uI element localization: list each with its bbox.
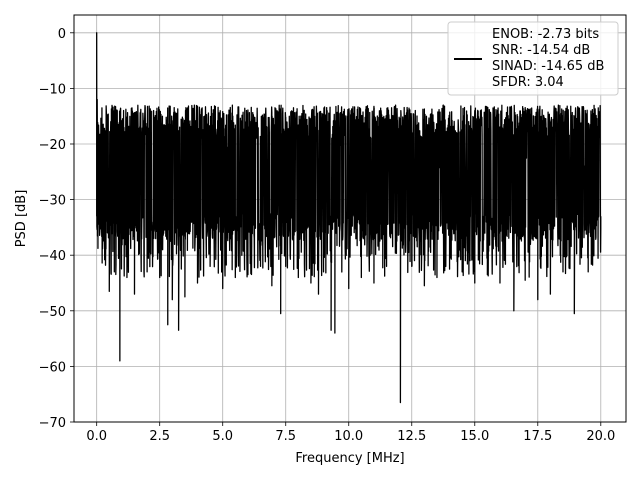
x-tick-label: 0.0 xyxy=(86,429,107,444)
legend-sfdr: SFDR: 3.04 xyxy=(492,75,564,90)
x-tick-label: 2.5 xyxy=(149,429,170,444)
y-tick-label: −40 xyxy=(39,249,66,264)
y-tick-label: −20 xyxy=(39,138,66,153)
legend: ENOB: -2.73 bits SNR: -14.54 dB SINAD: -… xyxy=(447,21,619,96)
plot-lines xyxy=(96,32,602,404)
x-tick-label: 10.0 xyxy=(334,429,363,444)
legend-sinad: SINAD: -14.65 dB xyxy=(492,59,604,74)
x-tick-label: 15.0 xyxy=(460,429,489,444)
plot-frame xyxy=(73,14,627,423)
y-tick-label: −30 xyxy=(39,194,66,209)
x-tick-label: 12.5 xyxy=(397,429,426,444)
psd-trace xyxy=(96,32,602,404)
x-axis: 0.0 2.5 5.0 7.5 10.0 12.5 15.0 17.5 20.0 xyxy=(86,422,615,444)
y-tick-label: −70 xyxy=(39,416,66,431)
legend-enob: ENOB: -2.73 bits xyxy=(492,27,599,42)
x-tick-label: 20.0 xyxy=(586,429,615,444)
legend-box xyxy=(447,21,619,96)
x-tick-label: 17.5 xyxy=(523,429,552,444)
y-axis-label: PSD [dB] xyxy=(14,190,29,248)
y-axis: 0 −10 −20 −30 −40 −50 −60 −70 xyxy=(39,27,74,431)
legend-snr: SNR: -14.54 dB xyxy=(492,43,590,58)
y-tick-label: −60 xyxy=(39,360,66,375)
y-tick-label: −50 xyxy=(39,305,66,320)
y-tick-label: 0 xyxy=(58,27,66,42)
y-tick-label: −10 xyxy=(39,82,66,97)
x-tick-label: 5.0 xyxy=(212,429,233,444)
x-tick-label: 7.5 xyxy=(275,429,296,444)
x-axis-label: Frequency [MHz] xyxy=(295,451,404,466)
